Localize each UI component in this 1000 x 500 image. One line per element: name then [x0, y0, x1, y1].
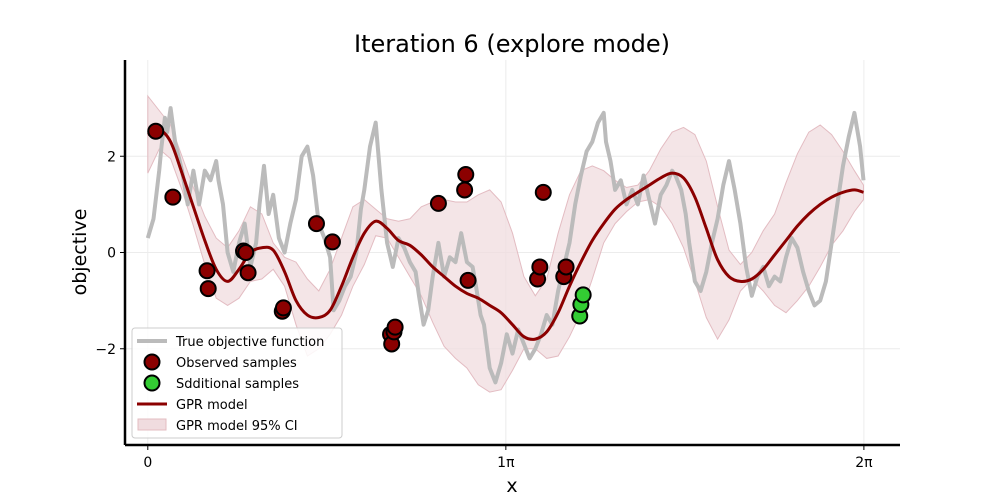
observed-sample-point [456, 181, 474, 199]
legend-observed-swatch [143, 353, 161, 371]
y-tick-label-2: 2 [107, 149, 116, 165]
observed-sample-point [557, 258, 575, 276]
additional-samples-layer [571, 286, 592, 325]
true-objective-line [145, 106, 866, 385]
chart-title: Iteration 6 (explore mode) [354, 30, 670, 58]
observed-sample-point [198, 262, 216, 280]
observed-sample-point [199, 280, 217, 298]
observed-sample-point [147, 122, 165, 140]
observed-sample-point [386, 318, 404, 336]
legend-true-label: True objective function [175, 335, 324, 350]
legend-gpr-label: GPR model [176, 398, 248, 413]
legend-ci-label: GPR model 95% CI [176, 419, 298, 434]
observed-sample-point [307, 215, 325, 233]
observed-sample-point [457, 166, 475, 184]
observed-sample-point [237, 244, 255, 261]
gpr-mean-line [147, 128, 864, 341]
legend-observed-label: Observed samples [176, 356, 297, 371]
observed-sample-point [459, 271, 477, 289]
observed-sample-point [164, 188, 182, 206]
true-function-layer [145, 106, 866, 385]
legend-box [131, 327, 343, 439]
y-tick-label-1: 0 [107, 246, 116, 262]
observed-sample-point [274, 299, 292, 317]
y-axis-label: objective [69, 209, 91, 296]
observed-sample-point [429, 194, 447, 212]
gpr-ci-band [147, 94, 864, 393]
observed-sample-point [534, 183, 552, 201]
observed-sample-point [239, 264, 257, 282]
x-tick-label-0: 0 [143, 455, 152, 471]
legend-additional-swatch [143, 374, 161, 392]
ci-layer [147, 94, 864, 393]
tick-layer: 0 1π 2π −2 0 2 [95, 149, 873, 471]
observed-sample-point [323, 233, 341, 251]
legend-additional-label: Sdditional samples [176, 377, 299, 392]
x-axis-label: x [506, 475, 517, 497]
legend: True objective function Observed samples… [131, 327, 343, 439]
x-tick-label-2: 2π [855, 455, 873, 471]
x-tick-label-1: 1π [497, 455, 515, 471]
additional-sample-point [574, 286, 592, 304]
legend-ci-swatch [137, 418, 167, 431]
y-tick-label-0: −2 [95, 342, 116, 358]
gpr-layer [147, 128, 864, 341]
observed-samples-layer [147, 122, 575, 353]
observed-sample-point [531, 258, 549, 276]
